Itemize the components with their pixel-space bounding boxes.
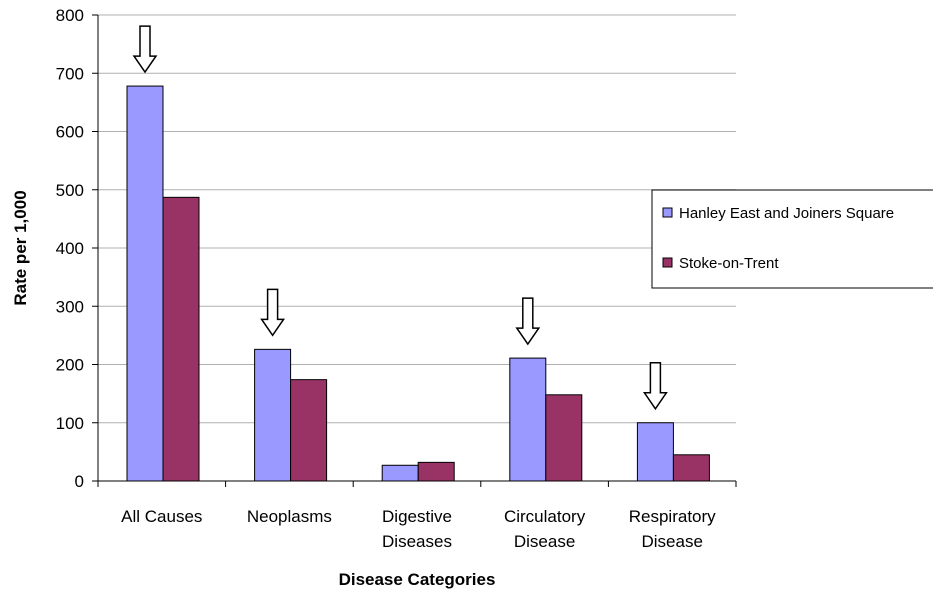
legend-swatch-stoke-on-trent [662, 257, 673, 268]
bar-stoke-on-trent [672, 454, 710, 482]
y-tick-label: 800 [56, 6, 84, 25]
down-arrow-annotation [260, 288, 286, 337]
legend: Hanley East and Joiners Square Stoke-on-… [651, 189, 933, 289]
x-category-label: Digestive Diseases [382, 507, 452, 551]
y-tick-label: 400 [56, 239, 84, 258]
y-axis-title: Rate per 1,000 [11, 190, 30, 305]
y-tick-label: 500 [56, 181, 84, 200]
down-arrow-annotation [642, 362, 668, 411]
x-category-label: Circulatory Disease [504, 507, 586, 551]
x-axis-title: Disease Categories [339, 570, 496, 589]
x-category-label: Neoplasms [247, 507, 332, 526]
bar-hanley-east [509, 357, 547, 482]
bar-hanley-east [636, 422, 674, 482]
legend-box [651, 189, 933, 289]
x-category-label: Respiratory Disease [629, 507, 716, 551]
y-tick-label: 600 [56, 123, 84, 142]
x-category-label: All Causes [121, 507, 202, 526]
bar-hanley-east [254, 348, 292, 482]
bar-stoke-on-trent [417, 461, 455, 482]
bar-hanley-east [126, 85, 164, 482]
y-axis-ticks: 0 100 200 300 400 500 600 700 800 [56, 6, 98, 491]
gridlines [98, 14, 736, 424]
y-tick-label: 700 [56, 64, 84, 83]
y-tick-label: 100 [56, 414, 84, 433]
legend-label-stoke-on-trent: Stoke-on-Trent [679, 255, 779, 272]
x-axis-ticks: All Causes Neoplasms Digestive Diseases Circ… [97, 481, 737, 551]
down-arrow-annotation [132, 25, 158, 74]
bar-hanley-east [381, 464, 419, 482]
legend-label-hanley-east: Hanley East and Joiners Square [679, 205, 894, 222]
y-tick-label: 200 [56, 356, 84, 375]
down-arrow-annotation [515, 297, 541, 346]
bars [126, 85, 710, 482]
legend-swatch-hanley-east [662, 207, 673, 218]
annotation-arrows [132, 25, 668, 411]
y-tick-label: 0 [75, 472, 84, 491]
bar-stoke-on-trent [290, 379, 328, 482]
y-tick-label: 300 [56, 297, 84, 316]
bar-stoke-on-trent [162, 196, 200, 482]
bar-stoke-on-trent [545, 394, 583, 482]
